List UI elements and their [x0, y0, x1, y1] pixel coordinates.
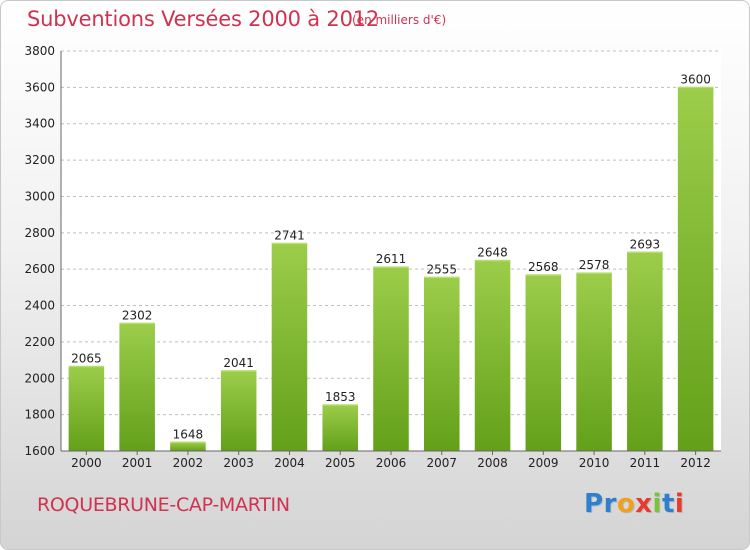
x-tick-label: 2005 [325, 456, 356, 470]
logo-letter: x [635, 489, 653, 519]
bar-2001 [119, 323, 155, 451]
logo-letter: o [616, 489, 636, 519]
x-tick-label: 2000 [71, 456, 102, 470]
logo-letter: P [584, 489, 604, 519]
logo-letter: i [652, 489, 662, 519]
x-axis: 2000 2001 2002 2003 2004 2005 2006 2007 2008 2009… [61, 450, 721, 470]
data-label: 1648 [173, 427, 204, 441]
data-label: 3600 [680, 72, 711, 86]
data-label: 2065 [71, 351, 102, 365]
x-tick-label: 2004 [274, 456, 305, 470]
x-tick-label: 2010 [579, 456, 610, 470]
data-labels: 2065 2302 1648 2041 2741 1853 2611 2555 2648 2568… [71, 72, 711, 441]
y-tick-label: 3800 [24, 44, 55, 58]
y-tick-label: 2800 [24, 226, 55, 240]
y-tick-label: 2000 [24, 371, 55, 385]
data-label: 2611 [376, 252, 407, 266]
y-tick-label: 1600 [24, 444, 55, 458]
x-tick-label: 2007 [426, 456, 457, 470]
data-label: 1853 [325, 390, 356, 404]
logo-letter: i [674, 489, 685, 519]
bar-2002 [170, 442, 206, 451]
y-tick-label: 3000 [24, 189, 55, 203]
chart-subtitle: (en milliers d'€) [352, 13, 447, 27]
x-tick-label: 2009 [528, 456, 559, 470]
data-label: 2693 [630, 237, 661, 251]
bar-2005 [322, 405, 358, 451]
chart-title: Subventions Versées 2000 à 2012 [27, 7, 380, 31]
y-tick-label: 2600 [24, 262, 55, 276]
x-tick-label: 2008 [477, 456, 508, 470]
data-label: 2741 [274, 229, 305, 243]
bar-2009 [525, 275, 562, 451]
y-tick-label: 3200 [24, 153, 55, 167]
y-axis: 1600 1800 2000 2200 2400 2600 2800 3000 3200 3400… [24, 44, 62, 458]
x-tick-label: 2006 [376, 456, 407, 470]
bars [68, 86, 714, 451]
y-tick-label: 2400 [24, 299, 55, 313]
x-tick-label: 2011 [630, 456, 661, 470]
bar-2000 [68, 366, 105, 451]
data-label: 2555 [426, 262, 457, 276]
y-tick-label: 3600 [24, 80, 55, 94]
y-tick-label: 1800 [24, 408, 55, 422]
x-tick-label: 2002 [173, 456, 204, 470]
town-name: ROQUEBRUNE-CAP-MARTIN [37, 494, 290, 516]
bar-2003 [220, 370, 257, 451]
logo-letter: t [661, 489, 675, 519]
bar-2004 [271, 243, 308, 451]
data-label: 2302 [122, 308, 153, 322]
bar-2006 [373, 267, 409, 451]
y-tick-label: 2200 [24, 335, 55, 349]
x-tick-label: 2012 [680, 456, 711, 470]
data-label: 2578 [579, 258, 610, 272]
x-tick-label: 2003 [223, 456, 254, 470]
data-label: 2568 [528, 260, 559, 274]
bar-2008 [474, 260, 511, 451]
bar-2007 [424, 277, 460, 451]
data-label: 2041 [223, 356, 254, 370]
bar-2012 [677, 87, 714, 451]
bar-2011 [627, 252, 663, 451]
data-label: 2648 [477, 245, 508, 259]
x-tick-label: 2001 [122, 456, 153, 470]
proxiti-logo: Proxiti [584, 489, 684, 519]
y-tick-label: 3400 [24, 117, 55, 131]
logo-letter: r [603, 489, 617, 519]
bar-2010 [576, 273, 612, 451]
